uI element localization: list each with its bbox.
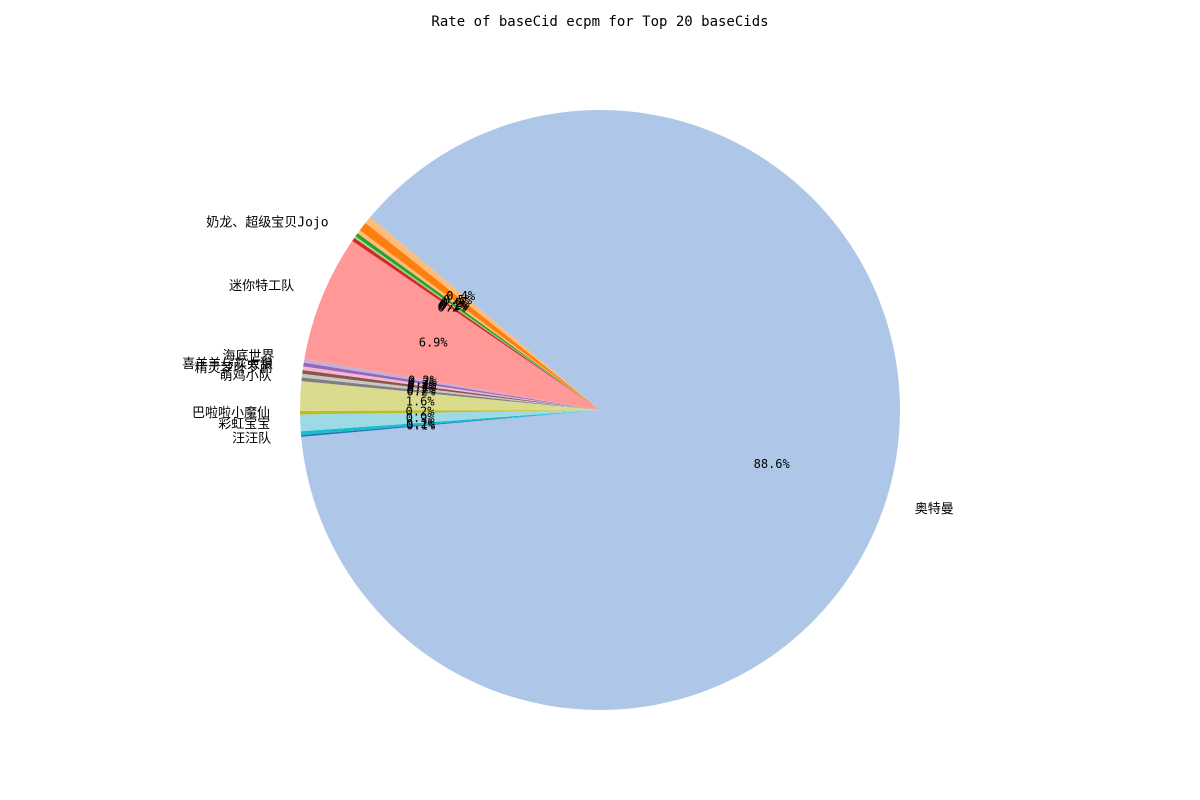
percent-label: 0.2% bbox=[407, 382, 437, 396]
pie-slice bbox=[300, 410, 600, 435]
percent-label: 0.2% bbox=[406, 417, 436, 431]
percent-label: 0.2% bbox=[438, 301, 468, 315]
slice-label: 萌鸡小队 bbox=[220, 368, 272, 384]
slice-label: 汪汪队 bbox=[232, 432, 271, 447]
pie-slice bbox=[352, 237, 600, 410]
pie-slice bbox=[299, 381, 600, 411]
pie-slice bbox=[301, 377, 600, 410]
percent-label: 0.4% bbox=[446, 289, 476, 303]
slice-label: 彩虹宝宝 bbox=[218, 417, 270, 432]
pie-slices bbox=[299, 110, 900, 711]
percent-label: 0.2% bbox=[441, 296, 471, 310]
percent-label: 0.2% bbox=[407, 378, 437, 392]
percent-label: 0.2% bbox=[407, 380, 437, 394]
percent-label: 6.9% bbox=[419, 335, 449, 349]
percent-label: 0.1% bbox=[406, 419, 436, 433]
pie-slice bbox=[301, 373, 600, 410]
pie-slice bbox=[357, 230, 600, 410]
chart-title: Rate of baseCid ecpm for Top 20 baseCids bbox=[431, 14, 768, 30]
slice-label: 喜羊羊与灰太狼 bbox=[182, 356, 273, 372]
pie-slice bbox=[301, 110, 900, 711]
percent-label: 0.2% bbox=[406, 385, 436, 399]
pie-slice bbox=[301, 410, 600, 437]
pie-slice bbox=[359, 222, 600, 410]
slice-label: 精灵梦叶罗丽 bbox=[195, 361, 273, 376]
pie-slice bbox=[365, 217, 600, 410]
percent-label: 88.6% bbox=[754, 457, 791, 471]
pie-slice bbox=[302, 370, 600, 410]
percent-label: 0.2% bbox=[408, 374, 438, 388]
slice-label: 海底世界 bbox=[222, 348, 274, 364]
percent-label: 0.1% bbox=[438, 299, 468, 313]
percent-label: 0.2% bbox=[439, 298, 469, 312]
pie-slice bbox=[354, 236, 600, 410]
pie-slice bbox=[300, 410, 600, 432]
percent-label: 0.2% bbox=[408, 376, 438, 390]
slice-label: 奥特曼 bbox=[915, 502, 954, 517]
pie-slice bbox=[300, 410, 600, 415]
pie-slice bbox=[302, 366, 600, 410]
percent-label: 1.6% bbox=[406, 395, 436, 409]
percent-label: 0.5% bbox=[443, 293, 473, 307]
percent-label: 0.9% bbox=[406, 411, 436, 425]
percent-label: 0.2% bbox=[406, 405, 436, 419]
pie-slice bbox=[303, 362, 600, 410]
pie-slice bbox=[303, 358, 600, 410]
pie-slice bbox=[304, 240, 600, 410]
slice-label: 巴啦啦小魔仙 bbox=[192, 406, 270, 421]
slice-label: 迷你特工队 bbox=[229, 279, 294, 294]
pie-slice bbox=[355, 233, 600, 410]
slice-label: 奶龙、超级宝贝Jojo bbox=[206, 215, 328, 230]
